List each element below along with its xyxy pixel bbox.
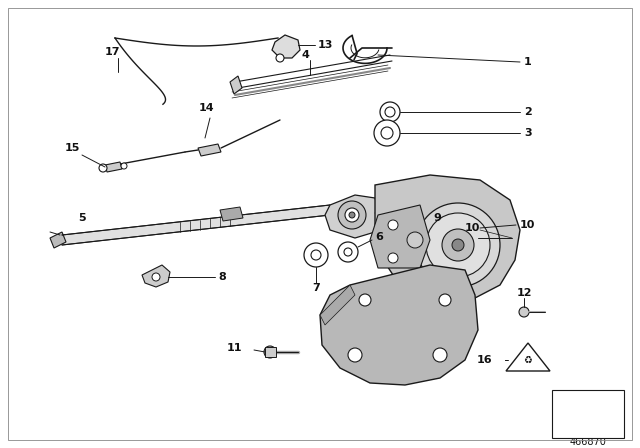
- Circle shape: [416, 203, 500, 287]
- Bar: [552, 390, 624, 438]
- Circle shape: [304, 243, 328, 267]
- Polygon shape: [198, 144, 221, 156]
- Polygon shape: [272, 35, 300, 58]
- Circle shape: [388, 253, 398, 263]
- Polygon shape: [320, 285, 355, 325]
- Polygon shape: [50, 232, 66, 248]
- Text: 11: 11: [227, 343, 242, 353]
- Text: 7: 7: [312, 283, 320, 293]
- Circle shape: [311, 250, 321, 260]
- Circle shape: [264, 346, 276, 358]
- Text: 1: 1: [524, 57, 532, 67]
- Circle shape: [348, 348, 362, 362]
- Text: ♻: ♻: [524, 355, 532, 365]
- Polygon shape: [325, 195, 380, 238]
- Circle shape: [121, 163, 127, 169]
- Circle shape: [349, 212, 355, 218]
- Text: 6: 6: [375, 232, 383, 242]
- Text: 4: 4: [301, 50, 309, 60]
- Text: 15: 15: [64, 143, 80, 153]
- Text: 8: 8: [218, 272, 226, 282]
- Text: 9: 9: [433, 213, 441, 223]
- Circle shape: [359, 294, 371, 306]
- Circle shape: [388, 220, 398, 230]
- Circle shape: [385, 107, 395, 117]
- Text: 466870: 466870: [570, 437, 607, 447]
- Circle shape: [374, 120, 400, 146]
- Circle shape: [407, 232, 423, 248]
- Polygon shape: [375, 175, 520, 302]
- Polygon shape: [230, 76, 242, 94]
- Polygon shape: [370, 205, 430, 268]
- Polygon shape: [62, 205, 330, 245]
- Circle shape: [433, 348, 447, 362]
- Text: 13: 13: [318, 40, 333, 50]
- Text: 10: 10: [520, 220, 536, 230]
- Text: 17: 17: [104, 47, 120, 57]
- Circle shape: [338, 242, 358, 262]
- Text: 10: 10: [465, 223, 480, 233]
- Circle shape: [439, 294, 451, 306]
- Text: 12: 12: [516, 288, 532, 298]
- Circle shape: [426, 213, 490, 277]
- Circle shape: [380, 102, 400, 122]
- Polygon shape: [320, 265, 478, 385]
- Circle shape: [344, 248, 352, 256]
- Polygon shape: [220, 207, 243, 221]
- Text: 14: 14: [199, 103, 215, 113]
- Circle shape: [452, 239, 464, 251]
- Circle shape: [442, 229, 474, 261]
- Circle shape: [345, 208, 359, 222]
- Circle shape: [381, 127, 393, 139]
- Polygon shape: [265, 347, 276, 357]
- Text: 16: 16: [476, 355, 492, 365]
- Circle shape: [519, 307, 529, 317]
- Text: 5: 5: [78, 213, 86, 223]
- Circle shape: [276, 54, 284, 62]
- Circle shape: [152, 273, 160, 281]
- Polygon shape: [506, 343, 550, 371]
- Polygon shape: [558, 430, 616, 435]
- Text: 2: 2: [524, 107, 532, 117]
- Circle shape: [338, 201, 366, 229]
- Circle shape: [99, 164, 107, 172]
- Text: 3: 3: [524, 128, 532, 138]
- Polygon shape: [105, 162, 122, 172]
- Polygon shape: [142, 265, 170, 287]
